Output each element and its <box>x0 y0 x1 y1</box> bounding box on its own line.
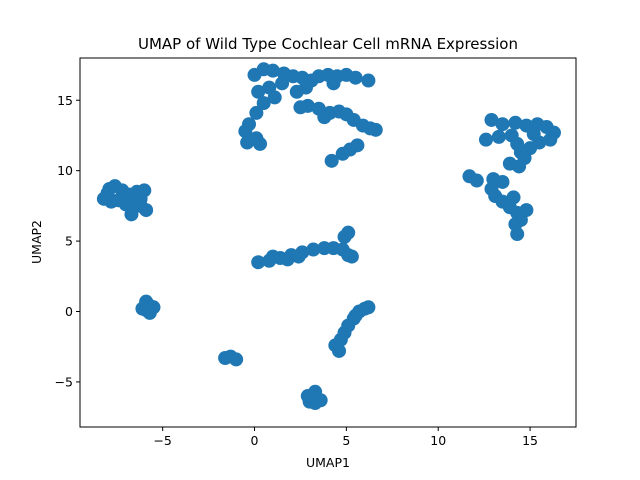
data-point <box>361 73 376 88</box>
data-point <box>335 146 350 161</box>
chart-title: UMAP of Wild Type Cochlear Cell mRNA Exp… <box>138 35 518 53</box>
data-point <box>293 100 308 115</box>
data-point <box>267 90 282 105</box>
data-point <box>251 84 266 99</box>
plot-area-frame <box>79 57 577 428</box>
data-point <box>469 173 484 188</box>
data-point <box>142 305 157 320</box>
x-tick-label: 15 <box>522 433 538 448</box>
data-point <box>526 127 541 142</box>
y-tick-label: −5 <box>55 374 73 389</box>
data-point <box>508 115 523 130</box>
x-tick-label: −5 <box>153 433 171 448</box>
data-point <box>368 122 383 137</box>
data-point <box>543 132 558 147</box>
data-point <box>139 203 154 218</box>
data-point <box>348 70 363 85</box>
data-point <box>495 174 510 189</box>
data-point <box>251 255 266 270</box>
data-point <box>506 190 521 205</box>
y-tick-label: 15 <box>57 93 73 108</box>
data-point <box>502 156 517 171</box>
data-point <box>308 384 323 399</box>
data-point <box>348 308 363 323</box>
data-point <box>324 153 339 168</box>
data-point <box>317 110 332 125</box>
x-axis-ticks: −5 0 5 10 15 <box>153 427 538 448</box>
data-point <box>291 249 306 264</box>
data-point <box>137 183 152 198</box>
x-axis-label: UMAP1 <box>306 455 350 470</box>
data-point <box>253 136 268 151</box>
data-point <box>495 117 510 132</box>
data-point <box>491 129 506 144</box>
data-point <box>124 207 139 222</box>
y-tick-label: 0 <box>65 304 73 319</box>
data-point <box>265 249 280 264</box>
data-point <box>229 352 244 367</box>
data-point <box>510 227 525 242</box>
data-point <box>484 112 499 127</box>
data-point <box>341 225 356 240</box>
data-point <box>256 96 271 111</box>
y-axis-ticks: −5 0 5 10 15 <box>55 93 80 389</box>
data-point <box>275 76 290 91</box>
data-point <box>298 80 313 95</box>
scatter-points <box>96 62 561 411</box>
data-point <box>240 135 255 150</box>
data-point <box>344 249 359 264</box>
data-point <box>326 76 341 91</box>
x-tick-label: 0 <box>251 433 259 448</box>
y-tick-label: 10 <box>57 163 73 178</box>
y-axis-label: UMAP2 <box>29 220 44 264</box>
y-tick-label: 5 <box>65 234 73 249</box>
data-point <box>249 105 264 120</box>
data-point <box>238 124 253 139</box>
data-point <box>510 136 525 151</box>
x-tick-label: 10 <box>430 433 446 448</box>
data-point <box>102 181 117 196</box>
data-point <box>265 63 280 78</box>
data-point <box>280 252 295 267</box>
x-tick-label: 5 <box>342 433 350 448</box>
data-point <box>478 132 493 147</box>
data-point <box>306 242 321 257</box>
data-point <box>361 300 376 315</box>
